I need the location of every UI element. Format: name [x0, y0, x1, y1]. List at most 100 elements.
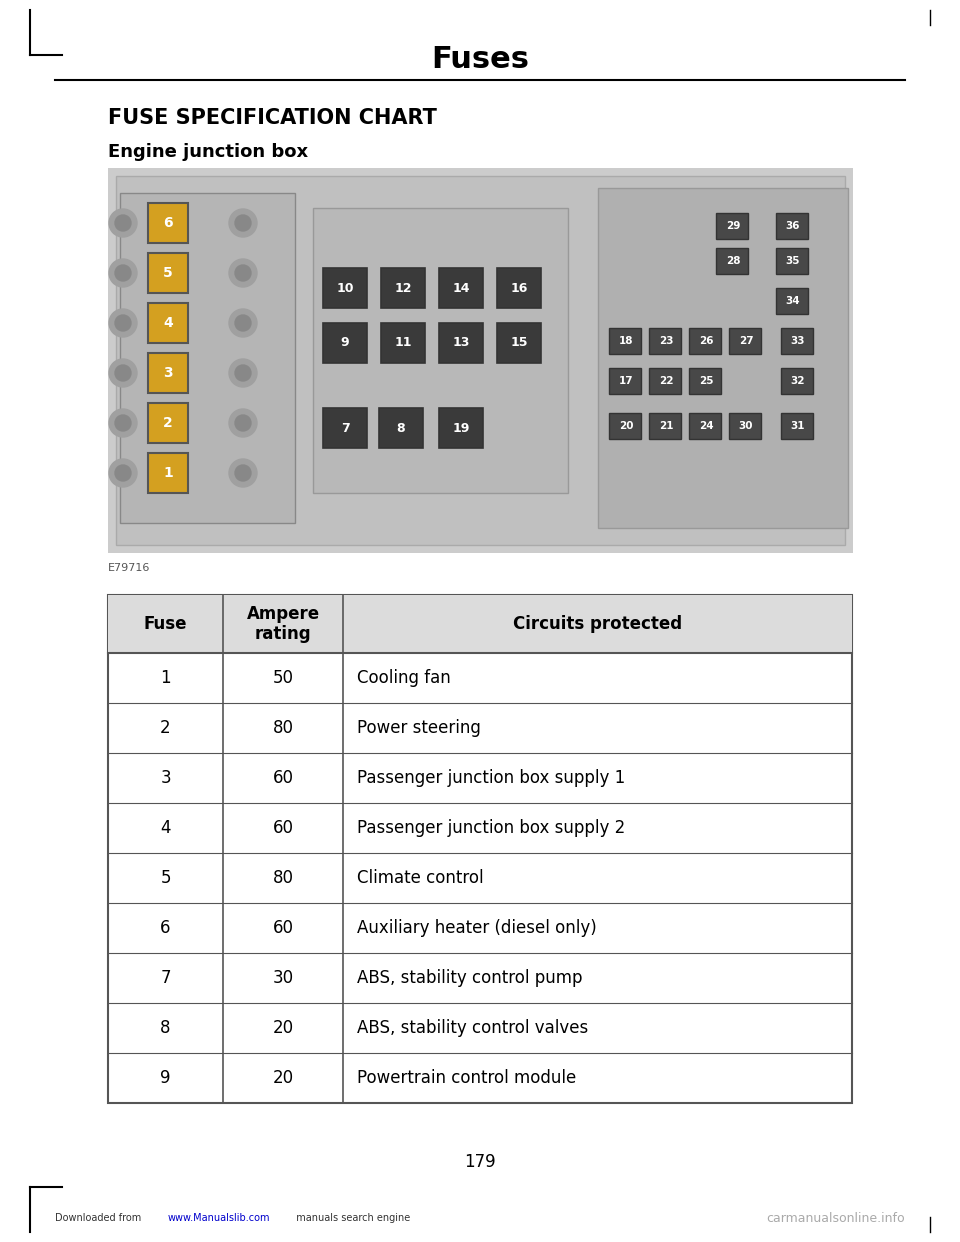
Bar: [689, 368, 721, 394]
Bar: [649, 414, 681, 438]
Bar: [148, 303, 188, 343]
Text: 4: 4: [163, 315, 173, 330]
Circle shape: [229, 359, 257, 388]
Bar: [776, 248, 808, 274]
Circle shape: [229, 309, 257, 337]
Text: 80: 80: [273, 719, 294, 737]
Text: 6: 6: [163, 216, 173, 230]
Text: 23: 23: [659, 337, 673, 347]
Text: Engine junction box: Engine junction box: [108, 143, 308, 161]
Bar: [497, 268, 541, 308]
Text: www.Manualslib.com: www.Manualslib.com: [168, 1213, 271, 1223]
Text: 18: 18: [619, 337, 634, 347]
Text: 1: 1: [160, 669, 171, 687]
Text: 6: 6: [160, 919, 171, 936]
Text: 15: 15: [511, 337, 528, 349]
Circle shape: [235, 365, 251, 381]
Bar: [120, 193, 295, 523]
Bar: [148, 253, 188, 293]
Circle shape: [235, 415, 251, 431]
Text: 28: 28: [726, 256, 740, 266]
Text: manuals search engine: manuals search engine: [290, 1213, 410, 1223]
Text: 11: 11: [395, 337, 412, 349]
Circle shape: [115, 365, 131, 381]
Circle shape: [115, 465, 131, 481]
Bar: [381, 268, 425, 308]
Circle shape: [229, 409, 257, 437]
Text: Auxiliary heater (diesel only): Auxiliary heater (diesel only): [357, 919, 597, 936]
Text: 16: 16: [511, 282, 528, 294]
Circle shape: [235, 465, 251, 481]
Text: 9: 9: [341, 337, 349, 349]
Bar: [108, 168, 853, 553]
Bar: [776, 212, 808, 238]
Bar: [313, 207, 568, 493]
Text: 17: 17: [618, 376, 634, 386]
Text: FUSE SPECIFICATION CHART: FUSE SPECIFICATION CHART: [108, 108, 437, 128]
Bar: [689, 414, 721, 438]
Bar: [649, 368, 681, 394]
Bar: [381, 323, 425, 363]
Text: 31: 31: [791, 421, 805, 431]
Text: 60: 60: [273, 769, 294, 787]
Bar: [439, 409, 483, 448]
Text: 2: 2: [160, 719, 171, 737]
Text: Climate control: Climate control: [357, 869, 484, 887]
Text: 25: 25: [699, 376, 713, 386]
Text: ABS, stability control pump: ABS, stability control pump: [357, 969, 583, 987]
Bar: [323, 268, 367, 308]
Text: 32: 32: [791, 376, 805, 386]
Bar: [649, 328, 681, 354]
Bar: [323, 409, 367, 448]
Text: 5: 5: [163, 266, 173, 279]
Text: Ampere
rating: Ampere rating: [247, 605, 320, 643]
Text: Power steering: Power steering: [357, 719, 481, 737]
Text: 60: 60: [273, 818, 294, 837]
Circle shape: [109, 309, 137, 337]
Circle shape: [109, 460, 137, 487]
Bar: [729, 328, 761, 354]
Text: 29: 29: [726, 221, 740, 231]
Circle shape: [235, 315, 251, 332]
Text: 10: 10: [336, 282, 353, 294]
Text: 60: 60: [273, 919, 294, 936]
Circle shape: [229, 260, 257, 287]
Circle shape: [235, 265, 251, 281]
Text: Powertrain control module: Powertrain control module: [357, 1069, 576, 1087]
Circle shape: [115, 415, 131, 431]
Text: 4: 4: [160, 818, 171, 837]
Text: 14: 14: [452, 282, 469, 294]
Bar: [323, 323, 367, 363]
Text: 3: 3: [160, 769, 171, 787]
Text: 35: 35: [785, 256, 801, 266]
Text: 7: 7: [160, 969, 171, 987]
Text: 179: 179: [465, 1153, 495, 1171]
Circle shape: [109, 260, 137, 287]
Text: 8: 8: [396, 421, 405, 435]
Bar: [148, 402, 188, 443]
Text: 30: 30: [739, 421, 754, 431]
Circle shape: [229, 209, 257, 237]
Text: 30: 30: [273, 969, 294, 987]
Text: 21: 21: [659, 421, 673, 431]
Circle shape: [235, 215, 251, 231]
Bar: [439, 268, 483, 308]
Text: Passenger junction box supply 2: Passenger junction box supply 2: [357, 818, 625, 837]
Text: Cooling fan: Cooling fan: [357, 669, 451, 687]
Text: 12: 12: [395, 282, 412, 294]
Text: 50: 50: [273, 669, 294, 687]
Circle shape: [109, 409, 137, 437]
Text: 9: 9: [160, 1069, 171, 1087]
Text: carmanualsonline.info: carmanualsonline.info: [766, 1211, 905, 1225]
Bar: [781, 368, 813, 394]
Text: 1: 1: [163, 466, 173, 479]
Text: Passenger junction box supply 1: Passenger junction box supply 1: [357, 769, 625, 787]
Text: Fuse: Fuse: [144, 615, 187, 633]
Text: ABS, stability control valves: ABS, stability control valves: [357, 1018, 588, 1037]
Text: 20: 20: [273, 1069, 294, 1087]
Text: 22: 22: [659, 376, 673, 386]
Text: 27: 27: [738, 337, 754, 347]
Bar: [148, 353, 188, 392]
Bar: [598, 188, 848, 528]
Text: 36: 36: [785, 221, 801, 231]
